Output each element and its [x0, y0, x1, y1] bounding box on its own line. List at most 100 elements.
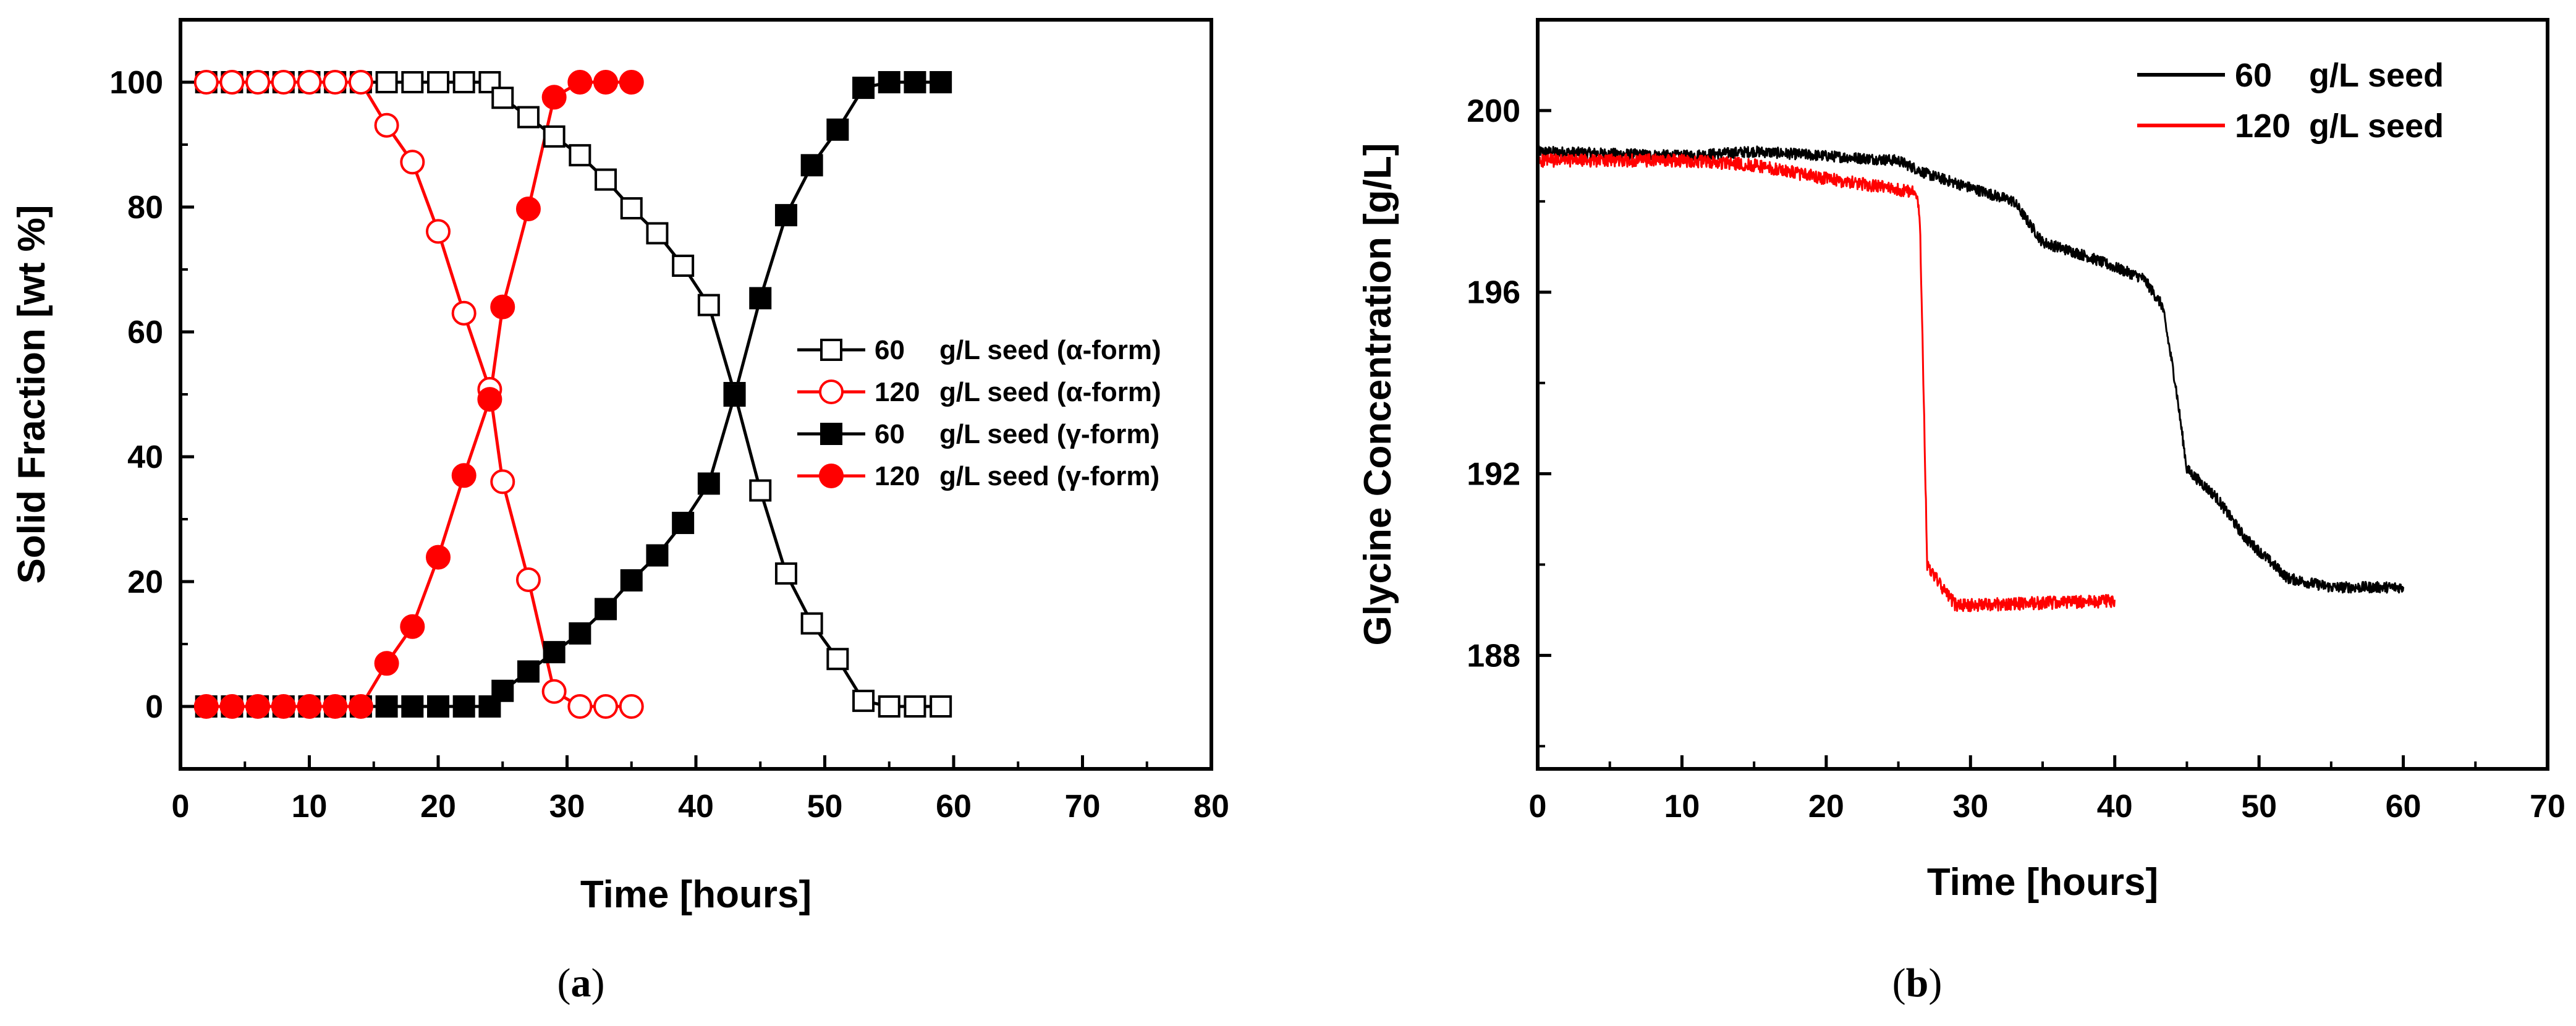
- chart-b-x-axis-label: Time [hours]: [1927, 861, 2158, 904]
- chart-b-x-tick-label: 60: [2386, 789, 2421, 825]
- legend-conc: 120: [875, 461, 920, 491]
- legend-symbol-120-alpha: [797, 379, 865, 404]
- legend-conc: 60: [875, 419, 905, 449]
- data-point-120-gamma: [619, 70, 644, 95]
- data-point-120-alpha: [515, 567, 541, 592]
- data-point-60-alpha: [620, 197, 643, 220]
- chart-a-x-tick-label: 80: [1193, 789, 1229, 825]
- data-point-60-gamma: [620, 569, 643, 591]
- data-point-60-gamma: [878, 71, 900, 93]
- data-point-120-gamma: [490, 294, 515, 320]
- data-point-60-alpha: [749, 479, 772, 502]
- data-point-120-gamma: [271, 694, 296, 719]
- chart-a-y-tick-label: 80: [127, 190, 163, 226]
- data-point-60-alpha: [878, 695, 900, 718]
- data-point-120-alpha: [567, 694, 593, 719]
- data-point-120-gamma: [245, 694, 271, 719]
- legend-symbol-60-alpha: [797, 339, 865, 361]
- chart-b-x-tick-label: 50: [2241, 789, 2277, 825]
- series-line-60: [1536, 145, 2405, 594]
- chart-a-x-tick-label: 50: [807, 789, 843, 825]
- data-point-60-alpha: [930, 695, 952, 718]
- data-point-60-gamma: [452, 695, 475, 718]
- data-point-60-gamma: [491, 679, 514, 702]
- data-point-120-gamma: [323, 694, 348, 719]
- data-point-60-gamma: [375, 695, 398, 718]
- panel-label-open: (: [557, 960, 571, 1006]
- data-point-120-alpha: [490, 469, 515, 494]
- data-point-60-gamma: [904, 71, 926, 93]
- data-point-60-gamma: [749, 287, 772, 310]
- chart-b-legend: 60 g/L seed 120 g/L seed: [2137, 57, 2444, 145]
- data-point-60-alpha: [672, 254, 695, 277]
- data-point-60-gamma: [543, 641, 566, 664]
- data-point-60-alpha: [852, 689, 875, 712]
- data-point-60-alpha: [452, 71, 475, 93]
- chart-a-y-tick-label: 100: [109, 65, 163, 101]
- data-point-120-gamma: [515, 197, 541, 222]
- chart-a-x-tick-label: 20: [420, 789, 456, 825]
- legend-unit: g/L seed (γ-form): [939, 461, 1159, 491]
- chart-b-x-tick-label: 10: [1664, 789, 1700, 825]
- chart-a-x-tick-label: 0: [172, 789, 190, 825]
- chart-b: 0 10 20 30 40 50 60 70 188 192 196 200 T…: [1357, 18, 2565, 1006]
- data-point-120-alpha: [323, 70, 348, 95]
- legend-symbol-60-gamma: [797, 423, 865, 445]
- data-point-120-gamma: [593, 70, 619, 95]
- chart-a-x-tick-label: 40: [678, 789, 714, 825]
- data-point-60-alpha: [826, 648, 849, 671]
- data-point-60-gamma: [427, 695, 449, 718]
- panel-label-open: (: [1892, 960, 1906, 1006]
- chart-a-x-tick-label: 30: [549, 789, 585, 825]
- legend-unit: g/L seed: [2309, 108, 2444, 145]
- legend-marker: [820, 339, 842, 361]
- chart-b-x-tick-label: 20: [1808, 789, 1844, 825]
- panel-label-letter: b: [1906, 960, 1929, 1006]
- data-point-60-gamma: [826, 118, 849, 141]
- data-point-60-alpha: [491, 87, 514, 109]
- legend-unit: g/L seed (α-form): [939, 335, 1161, 365]
- chart-a-y-tick-label: 20: [127, 564, 163, 600]
- chart-b-x-tick-label: 0: [1529, 789, 1547, 825]
- data-point-120-gamma: [567, 70, 593, 95]
- panel-label-letter: a: [571, 960, 591, 1006]
- chart-b-y-axis-label: Glycine Concentration [g/L]: [1357, 143, 1399, 646]
- chart-a: 0 10 20 30 40 50 60 70 80 0 20 40 60 80 …: [11, 18, 1229, 1006]
- chart-b-ticks: [1536, 109, 2549, 769]
- data-point-60-gamma: [800, 154, 823, 177]
- data-point-60-alpha: [646, 222, 669, 245]
- data-point-60-alpha: [774, 562, 797, 585]
- data-point-60-gamma: [930, 71, 952, 93]
- chart-b-x-tick-label: 30: [1952, 789, 1988, 825]
- legend-marker: [819, 464, 844, 488]
- chart-b-y-tick-label: 200: [1467, 93, 1520, 129]
- data-point-120-alpha: [245, 70, 271, 95]
- data-point-60-gamma: [697, 472, 720, 495]
- series-line-120: [1536, 153, 2116, 613]
- data-point-60-gamma: [672, 512, 695, 535]
- data-point-60-gamma: [595, 598, 617, 621]
- data-point-120-alpha: [219, 70, 245, 95]
- chart-b-x-tick-label: 40: [2097, 789, 2133, 825]
- data-point-120-gamma: [451, 463, 477, 488]
- data-point-60-gamma: [723, 384, 746, 407]
- data-point-60-gamma: [646, 544, 669, 567]
- legend-unit: g/L seed: [2309, 57, 2444, 94]
- data-point-60-gamma: [852, 77, 875, 100]
- data-point-120-gamma: [426, 545, 451, 570]
- chart-b-y-tick-label: 192: [1467, 457, 1520, 493]
- legend-marker: [819, 379, 844, 404]
- data-point-120-alpha: [619, 694, 644, 719]
- data-point-60-alpha: [375, 71, 398, 93]
- data-point-120-gamma: [477, 387, 502, 412]
- data-point-120-alpha: [348, 70, 373, 95]
- chart-a-y-tick-label: 0: [145, 689, 163, 725]
- data-point-60-gamma: [517, 660, 540, 683]
- data-point-120-gamma: [193, 694, 219, 719]
- data-point-120-alpha: [451, 300, 477, 326]
- data-point-120-gamma: [297, 694, 322, 719]
- data-point-120-alpha: [297, 70, 322, 95]
- chart-a-x-tick-label: 10: [292, 789, 328, 825]
- legend-symbol-120-gamma: [797, 464, 865, 488]
- chart-a-series: [193, 70, 952, 719]
